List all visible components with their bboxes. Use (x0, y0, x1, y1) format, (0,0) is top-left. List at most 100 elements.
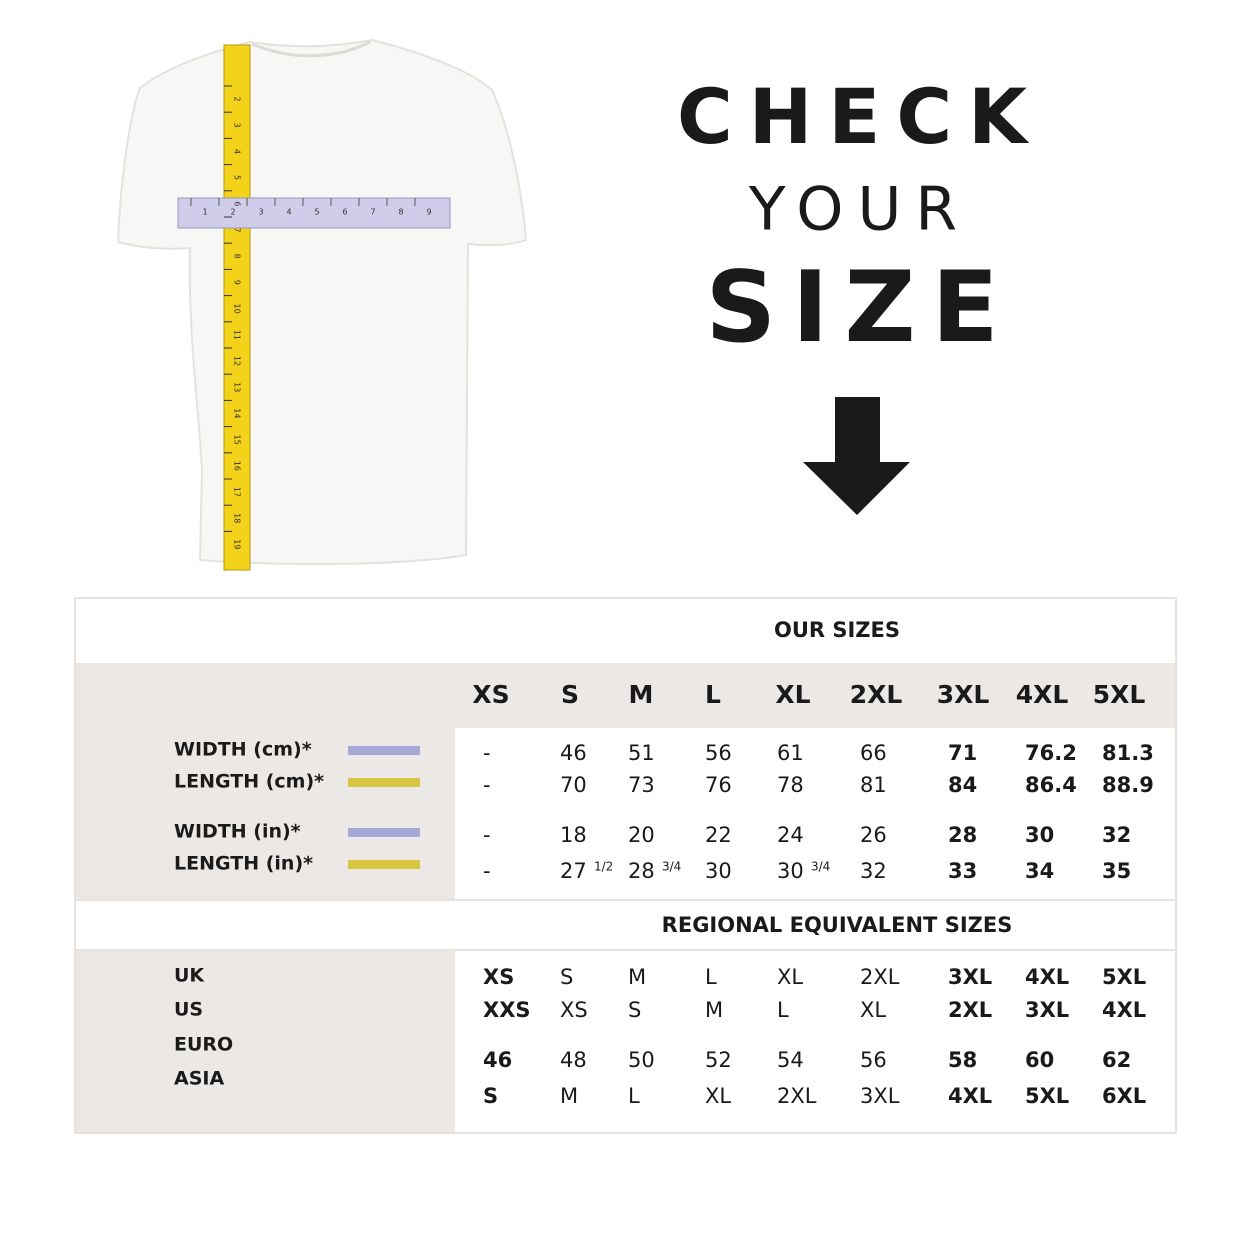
cell: L (705, 965, 717, 989)
cell: 6XL (1102, 1084, 1146, 1108)
horizontal-tape (177, 197, 451, 229)
legend-swatch (348, 778, 420, 787)
tape-label: 19 (233, 539, 242, 549)
tape-label: 5 (233, 175, 242, 180)
legend-swatch (348, 746, 420, 755)
tape-label: 1 (202, 208, 207, 217)
cell: 2XL (860, 965, 900, 989)
cell: S (483, 1084, 498, 1108)
cell: 27 (560, 859, 587, 883)
cell: 46 (560, 741, 587, 765)
cell: XL (777, 965, 803, 989)
cell: 2XL (948, 998, 992, 1022)
tape-label: 17 (233, 487, 242, 497)
tape-label: 8 (398, 208, 403, 217)
tape-label: 7 (233, 227, 242, 232)
cell: 5XL (1025, 1084, 1069, 1108)
size-header: L (705, 680, 721, 709)
tape-label: 3 (258, 208, 263, 217)
cell: 35 (1102, 859, 1131, 883)
cell: 34 (1025, 859, 1054, 883)
tape-label: 11 (233, 330, 242, 340)
shirt (116, 38, 528, 566)
tape-label: 16 (233, 461, 242, 471)
cell: - (483, 859, 491, 883)
cell: XS (560, 998, 588, 1022)
row-label: UK (174, 965, 205, 987)
row-label: WIDTH (cm)* (174, 739, 312, 761)
cell: 81.3 (1102, 741, 1154, 765)
size-header: 3XL (937, 680, 990, 709)
cell: 30 (705, 859, 732, 883)
cell: 24 (777, 823, 804, 847)
size-header: XL (775, 680, 810, 709)
cell: XL (860, 998, 886, 1022)
size-header: 5XL (1093, 680, 1146, 709)
tape-label: 5 (314, 208, 319, 217)
tape-label: 6 (233, 201, 242, 206)
legend-swatch (348, 860, 420, 869)
cell: 88.9 (1102, 773, 1154, 797)
title-line: YOUR (748, 175, 971, 245)
tape-label: 2 (230, 208, 235, 217)
table-band (76, 950, 455, 1132)
row-label: LENGTH (in)* (174, 853, 313, 875)
cell: 84 (948, 773, 977, 797)
cell: 52 (705, 1048, 732, 1072)
cell: M (560, 1084, 578, 1108)
size-header: XS (472, 680, 509, 709)
cell: 86.4 (1025, 773, 1077, 797)
cell: 33 (948, 859, 977, 883)
vertical-tape (223, 44, 251, 571)
cell: 46 (483, 1048, 512, 1072)
cell: 51 (628, 741, 655, 765)
cell: XXS (483, 998, 531, 1022)
cell: 3XL (860, 1084, 900, 1108)
size-header: S (561, 680, 579, 709)
section-title: OUR SIZES (774, 618, 900, 642)
cell: 3XL (948, 965, 992, 989)
cell: - (483, 823, 491, 847)
tape-label: 4 (233, 149, 242, 154)
cell: XS (483, 965, 514, 989)
cell: 32 (1102, 823, 1131, 847)
cell: 30 (777, 859, 804, 883)
size-header: M (629, 680, 654, 709)
title-line: SIZE (705, 251, 1014, 365)
tape-label: 14 (233, 408, 242, 418)
title-line: CHECK (677, 72, 1043, 161)
cell: 28 (948, 823, 977, 847)
tape-label: 9 (426, 208, 431, 217)
cell: 56 (705, 741, 732, 765)
cell-fraction: 1/2 (594, 860, 613, 874)
tape-label: 18 (233, 513, 242, 523)
tape-label: 4 (286, 208, 291, 217)
cell: 70 (560, 773, 587, 797)
cell: 56 (860, 1048, 887, 1072)
cell: S (560, 965, 573, 989)
section-title: REGIONAL EQUIVALENT SIZES (662, 913, 1013, 937)
cell: 20 (628, 823, 655, 847)
cell: XL (705, 1084, 731, 1108)
tape-label: 6 (342, 208, 347, 217)
cell: M (628, 965, 646, 989)
tape-label: 2 (233, 96, 242, 101)
cell: 3XL (1025, 998, 1069, 1022)
cell: 60 (1025, 1048, 1054, 1072)
arrow (803, 397, 910, 515)
cell: M (705, 998, 723, 1022)
cell: 48 (560, 1048, 587, 1072)
cell: 26 (860, 823, 887, 847)
cell: L (777, 998, 789, 1022)
size-header: 4XL (1016, 680, 1069, 709)
cell: 61 (777, 741, 804, 765)
cell: - (483, 773, 491, 797)
cell: 2XL (777, 1084, 817, 1108)
legend-swatch (348, 828, 420, 837)
cell: 22 (705, 823, 732, 847)
tape-label: 9 (233, 280, 242, 285)
tape-label: 10 (233, 304, 242, 314)
cell-fraction: 3/4 (811, 860, 830, 874)
tape-label: 12 (233, 356, 242, 366)
row-label: ASIA (174, 1068, 224, 1090)
